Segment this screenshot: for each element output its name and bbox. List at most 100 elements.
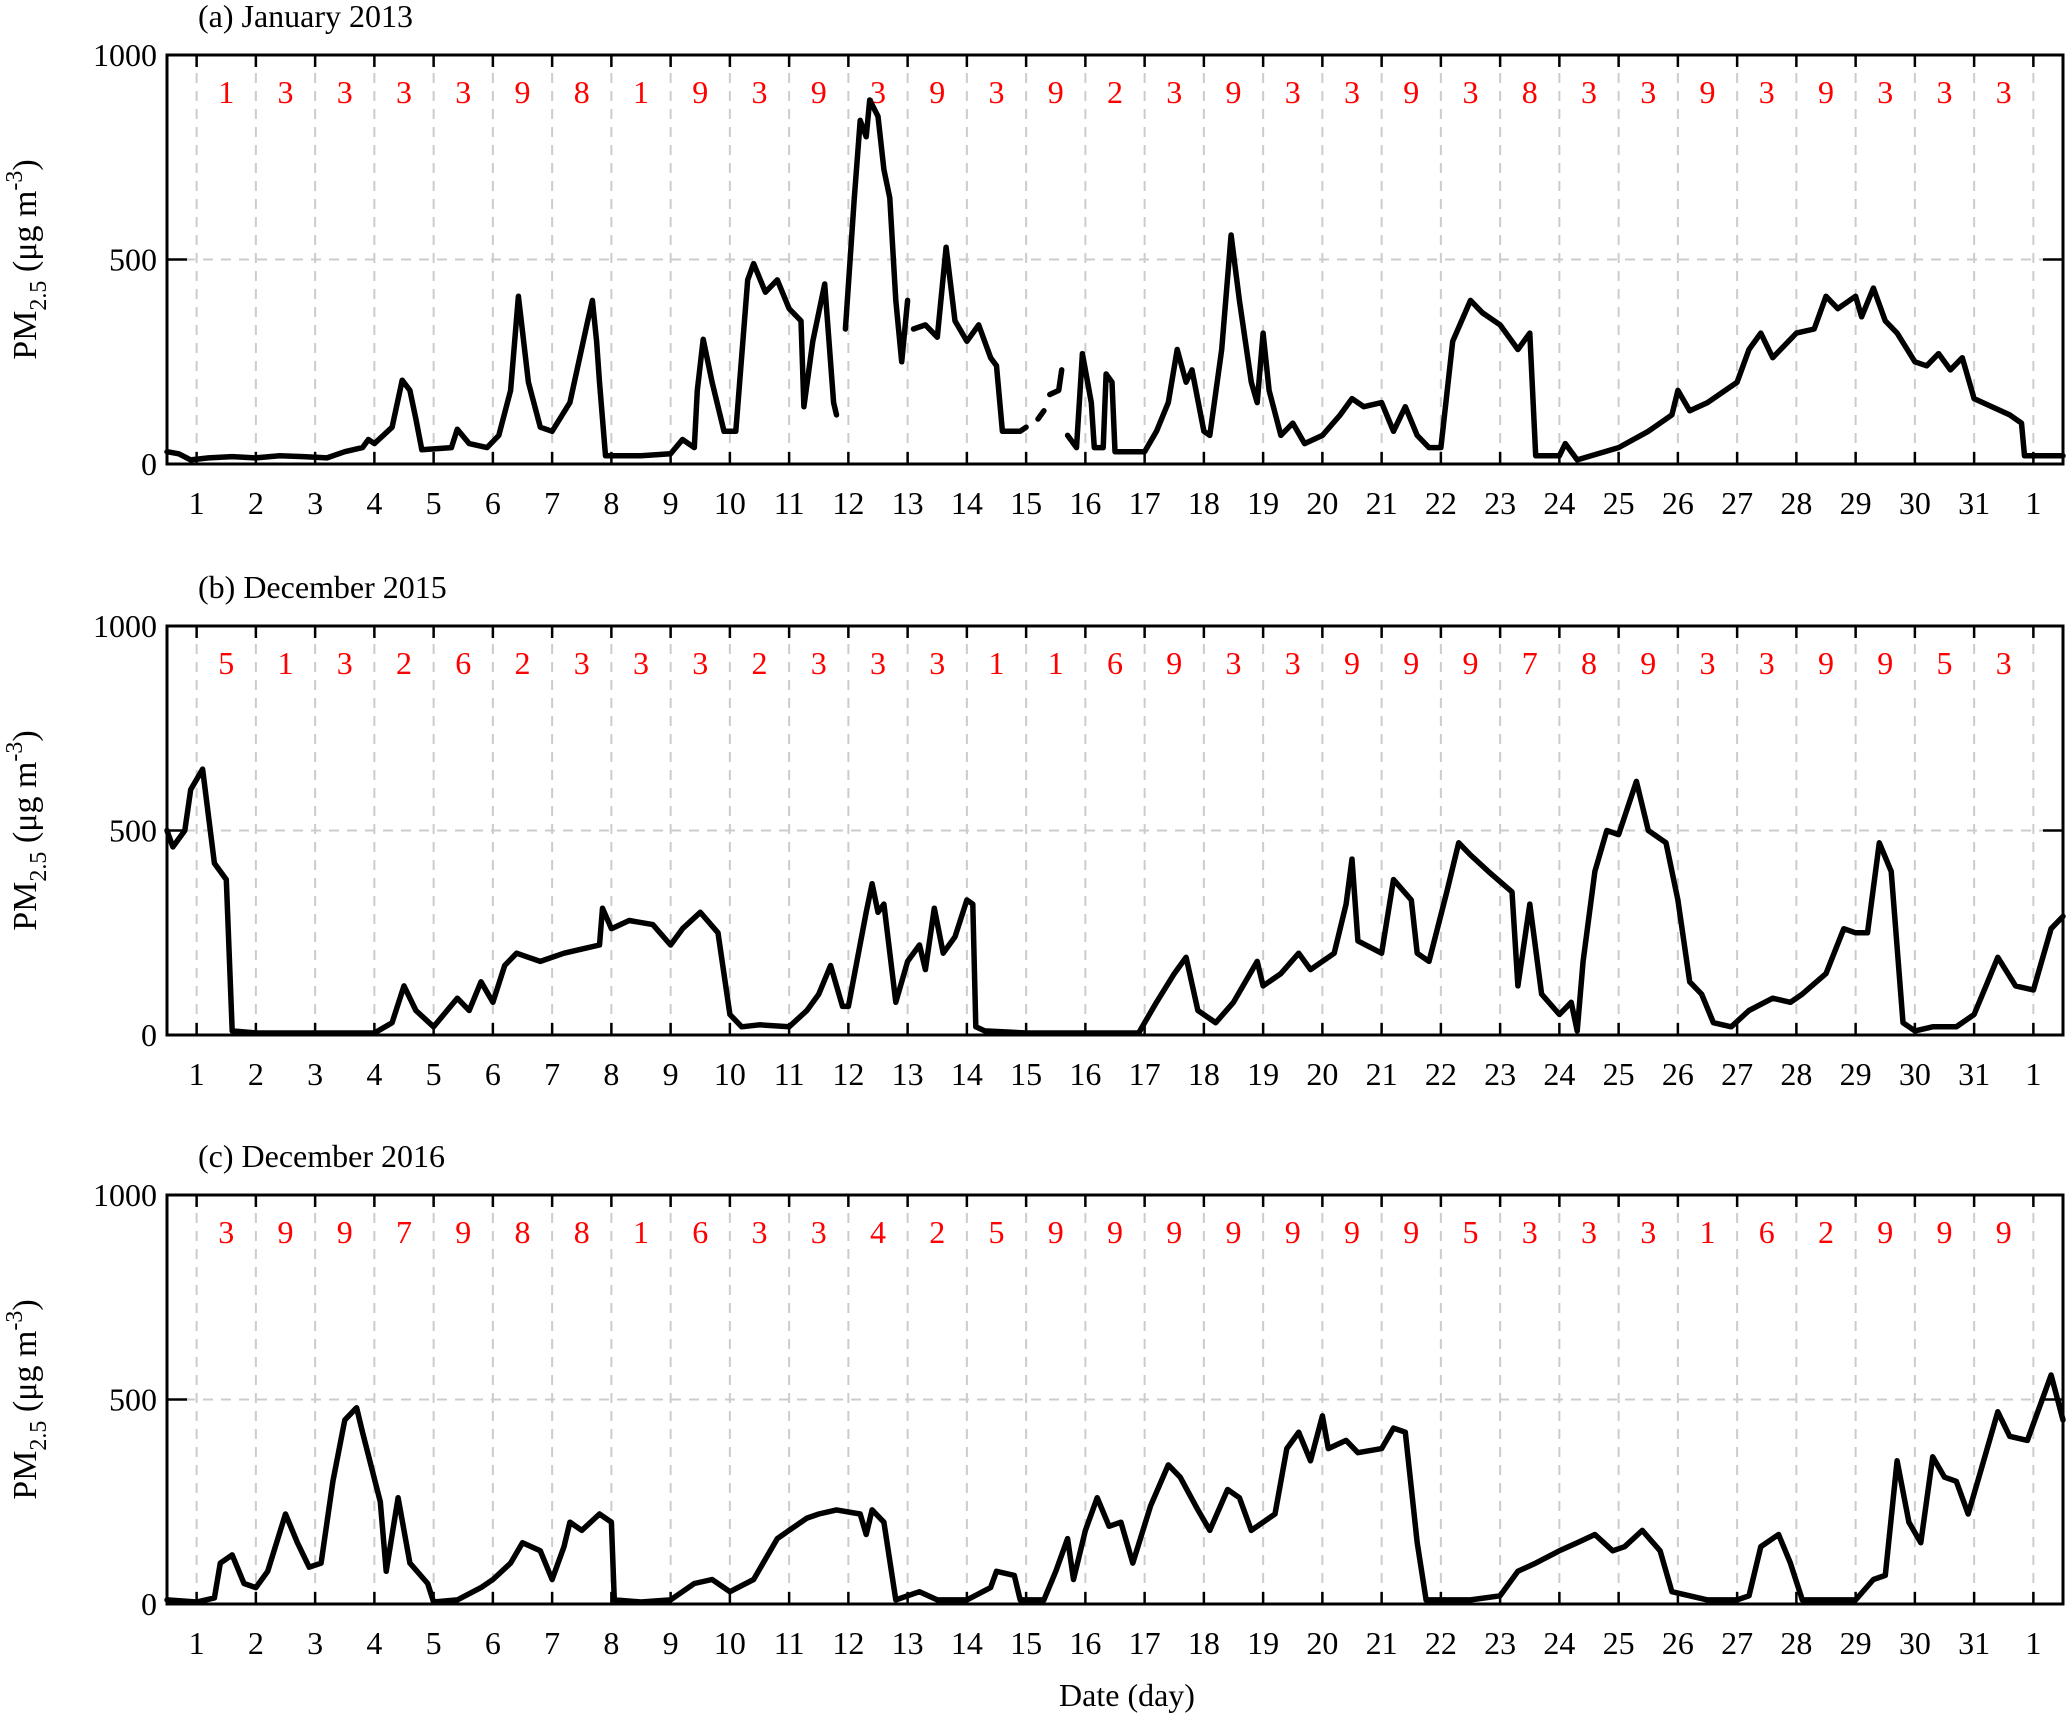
day-weather-code: 3: [455, 74, 471, 110]
x-tick-label: 3: [307, 1625, 323, 1661]
x-tick-label: 25: [1603, 485, 1635, 521]
day-weather-code: 3: [1522, 1214, 1538, 1250]
x-tick-label: 25: [1603, 1056, 1635, 1092]
day-weather-code: 3: [1463, 74, 1479, 110]
day-weather-code: 3: [929, 645, 945, 681]
x-tick-label: 23: [1484, 485, 1516, 521]
x-tick-label: 14: [951, 485, 983, 521]
x-tick-label: 8: [603, 485, 619, 521]
day-weather-code: 3: [870, 645, 886, 681]
y-axis-label: PM2.5 (μg m-3): [2, 1299, 52, 1499]
x-tick-label: 31: [1958, 1056, 1990, 1092]
panel-a: 1 2 3 4 5 6 7 8 9 10 11 12 13 14 15 16 17 18 19 20 21 22 23 24 2…: [2, 0, 2066, 521]
day-weather-code: 2: [515, 645, 531, 681]
y-axis-label: PM2.5 (μg m-3): [2, 159, 52, 359]
day-weather-code: 9: [1877, 1214, 1893, 1250]
day-weather-code: 3: [870, 74, 886, 110]
x-tick-label: 4: [366, 485, 382, 521]
day-weather-code: 9: [811, 74, 827, 110]
x-tick-label: 13: [892, 485, 924, 521]
y-tick-label: 0: [141, 1586, 157, 1622]
x-tick-label: 4: [366, 1625, 382, 1661]
day-weather-code: 1: [278, 645, 294, 681]
x-tick-label: 14: [951, 1056, 983, 1092]
x-tick-label: 15: [1010, 485, 1042, 521]
x-tick-label: 1: [2025, 1056, 2041, 1092]
day-weather-code: 3: [1996, 74, 2012, 110]
pm25-series-line: [164, 1372, 2066, 1605]
x-tick-label: 14: [951, 1625, 983, 1661]
ylabel-close: ): [7, 159, 44, 170]
day-weather-code: 9: [1877, 645, 1893, 681]
day-weather-code: 7: [396, 1214, 412, 1250]
x-tick-label: 16: [1069, 485, 1101, 521]
x-tick-label: 11: [774, 1056, 805, 1092]
x-tick-label: 13: [892, 1625, 924, 1661]
day-weather-code: 2: [1818, 1214, 1834, 1250]
x-tick-label: 17: [1129, 485, 1161, 521]
x-tick-label: 11: [774, 485, 805, 521]
day-weather-code: 3: [1344, 74, 1360, 110]
day-weather-code: 9: [1403, 645, 1419, 681]
x-tick-label: 4: [366, 1056, 382, 1092]
ylabel-main: PM: [7, 882, 44, 931]
panel-title: (a) January 2013: [198, 0, 413, 34]
x-tick-label: 13: [892, 1056, 924, 1092]
day-weather-code: 5: [218, 645, 234, 681]
day-weather-code: 3: [1581, 1214, 1597, 1250]
day-weather-code: 6: [455, 645, 471, 681]
day-weather-code: 1: [1700, 1214, 1716, 1250]
x-tick-label: 12: [832, 1056, 864, 1092]
x-tick-label: 16: [1069, 1056, 1101, 1092]
day-weather-code: 9: [1937, 1214, 1953, 1250]
day-weather-code: 2: [1107, 74, 1123, 110]
day-weather-code: 9: [1403, 1214, 1419, 1250]
day-weather-code: 3: [1166, 74, 1182, 110]
y-tick-label: 500: [109, 242, 157, 278]
x-tick-label: 26: [1662, 1625, 1694, 1661]
day-weather-code: 6: [692, 1214, 708, 1250]
x-tick-label: 25: [1603, 1625, 1635, 1661]
day-weather-code: 9: [1226, 1214, 1242, 1250]
x-tick-label: 27: [1721, 1056, 1753, 1092]
x-tick-label: 23: [1484, 1056, 1516, 1092]
x-tick-label: 21: [1366, 485, 1398, 521]
x-tick-label: 15: [1010, 1056, 1042, 1092]
panel-b: 1 2 3 4 5 6 7 8 9 10 11 12 13 14 15 16 17 18 19 20 21 22 23 24 2…: [2, 569, 2066, 1092]
day-weather-code: 3: [1996, 645, 2012, 681]
day-weather-code: 5: [1463, 1214, 1479, 1250]
y-tick-label: 1000: [93, 37, 157, 73]
day-weather-code: 7: [1522, 645, 1538, 681]
x-axis-label: Date (day): [1059, 1677, 1195, 1713]
x-tick-label: 11: [774, 1625, 805, 1661]
pm25-series-line: [164, 766, 2066, 1036]
day-weather-code: 5: [989, 1214, 1005, 1250]
pm25-series-line: [842, 97, 911, 365]
day-weather-code: 8: [1522, 74, 1538, 110]
pm25-series-line: [1047, 367, 1065, 398]
x-tick-label: 8: [603, 1056, 619, 1092]
plot-frame: [165, 624, 2065, 1037]
day-weather-code: 1: [1048, 645, 1064, 681]
y-axis-label: PM2.5 (μg m-3): [2, 730, 52, 930]
ylabel-close: ): [7, 1299, 44, 1310]
x-tick-label: 12: [832, 485, 864, 521]
day-weather-code: 3: [811, 1214, 827, 1250]
day-weather-code: 3: [752, 1214, 768, 1250]
day-weather-code: 8: [574, 74, 590, 110]
y-tick-label: 1000: [93, 1177, 157, 1213]
ylabel-unit: (μg m: [7, 191, 44, 281]
x-tick-label: 24: [1543, 485, 1575, 521]
day-weather-code: 3: [752, 74, 768, 110]
day-weather-code: 3: [337, 74, 353, 110]
x-tick-label: 5: [426, 1056, 442, 1092]
panel-c: 1 2 3 4 5 6 7 8 9 10 11 12 13 14 15 16 17 18 19 20 21 22 23 24 2…: [2, 1138, 2066, 1661]
x-tick-label: 10: [714, 485, 746, 521]
x-tick-label: 24: [1543, 1056, 1575, 1092]
day-weather-code: 9: [1048, 1214, 1064, 1250]
x-tick-label: 26: [1662, 485, 1694, 521]
day-weather-code: 1: [218, 74, 234, 110]
day-weather-code: 9: [1640, 645, 1656, 681]
x-tick-label: 19: [1247, 1056, 1279, 1092]
day-weather-code: 3: [1640, 1214, 1656, 1250]
